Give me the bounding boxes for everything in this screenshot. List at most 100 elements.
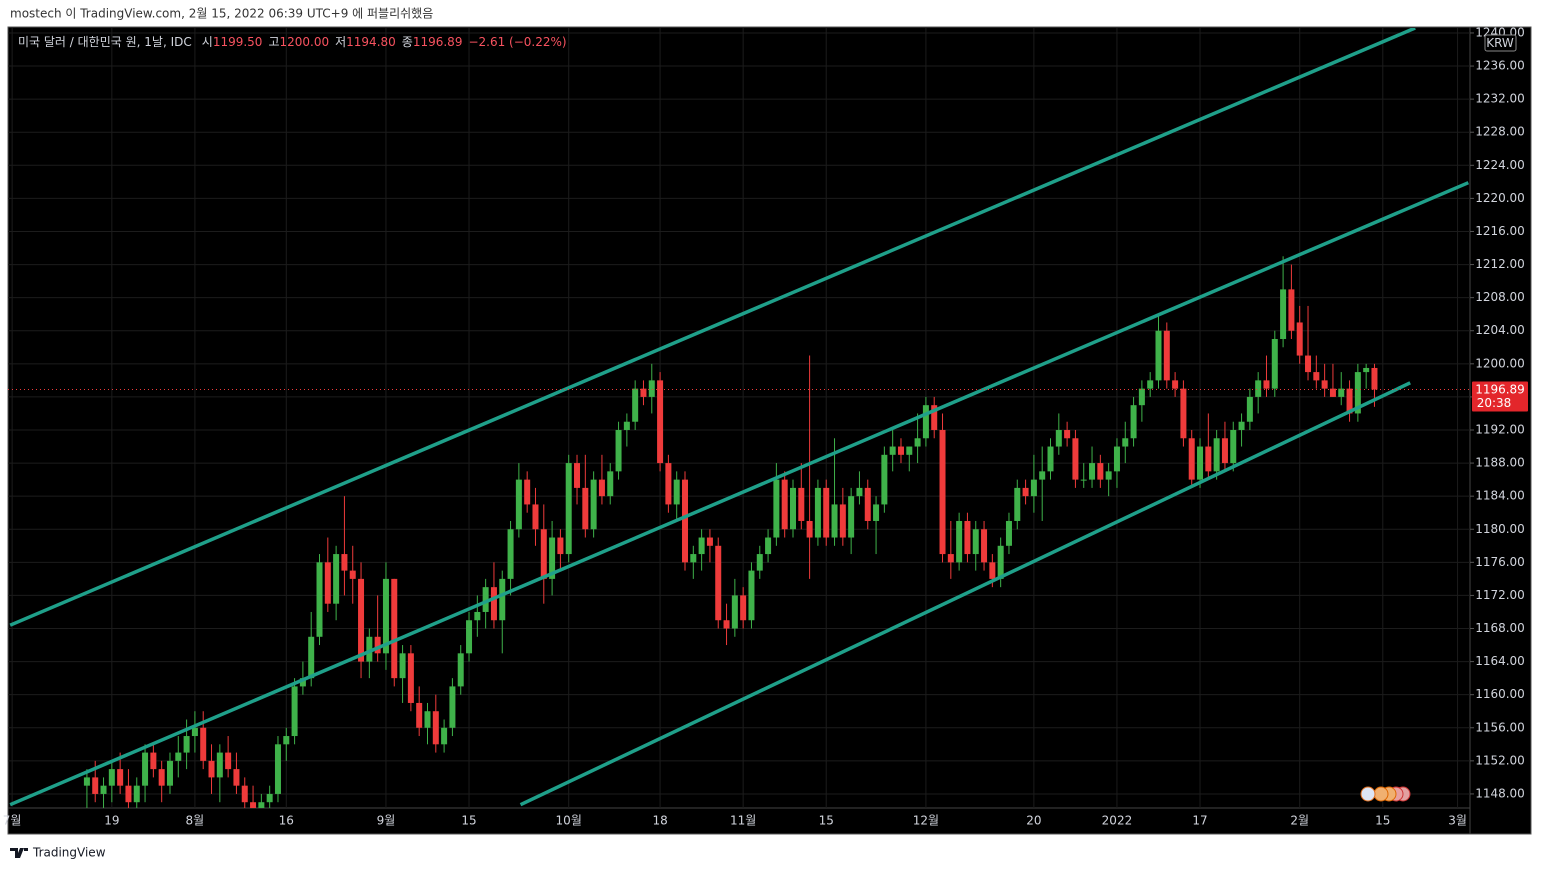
x-tick-label: 17 [1192,814,1207,828]
candle-body [690,554,697,563]
candle-body [1147,380,1154,389]
candle-body [200,727,207,761]
y-tick-label: 1176.00 [1475,555,1525,569]
brand: TradingView [32,846,106,860]
candle-body [1022,487,1029,497]
x-tick-label: 15 [1375,814,1390,828]
candle-body [1313,372,1320,381]
candle-body [1230,429,1237,464]
open-value: 1199.50 [213,35,263,49]
candle-body [549,537,556,579]
candle-body [407,653,414,703]
candle-body [366,636,373,662]
candle-body [108,769,115,786]
high-label: 고 [268,35,279,49]
candle-body [989,562,996,579]
candle-body [864,487,871,521]
x-tick-label: 18 [652,814,667,828]
candle-body [1005,520,1012,546]
candle-body [175,752,182,761]
legend: 미국 달러 / 대한민국 원, 1날, IDC 시1199.50 고1200.00 저… [18,35,567,49]
y-tick-label: 1232.00 [1475,92,1525,106]
candle-body [1213,438,1220,472]
candle-body [358,578,365,662]
y-tick-label: 1208.00 [1475,290,1525,304]
y-tick-label: 1216.00 [1475,224,1525,238]
candle-body [748,570,755,621]
candle-body [698,537,705,555]
candle-body [1280,289,1287,340]
close-value: 1196.89 [413,35,463,49]
candle-body [1097,463,1104,480]
candle-body [225,752,232,770]
candle-body [574,463,581,488]
x-tick-label: 2022 [1102,814,1133,828]
close-label: 종 [402,35,413,49]
candle-body [682,479,689,563]
x-tick-label: 16 [279,814,294,828]
candle-body [922,405,929,439]
candle-body [765,537,772,555]
candle-body [349,570,356,579]
axes: 1148.00 1152.00 1156.00 1160.00 1164.00 1168.… [3,25,1528,828]
candle-body [615,429,622,472]
grid [8,28,1470,808]
candle-body [333,554,340,604]
candle-body [906,446,913,455]
candle-body [623,421,630,430]
chart-background [7,26,1532,835]
candle-body [1346,388,1353,414]
candle-body [897,446,904,455]
candle-body [1130,405,1137,439]
candle-body [191,727,198,737]
y-tick-label: 1184.00 [1475,489,1525,503]
candle-body [972,529,979,555]
candle-body [731,595,738,629]
candle-body [1329,388,1336,397]
candle-body [117,769,124,786]
y-tick-label: 1168.00 [1475,621,1525,635]
candle-body [515,479,522,530]
candle-body [324,562,331,604]
y-tick-label: 1204.00 [1475,323,1525,337]
candle-body [1371,367,1378,390]
y-tick-label: 1148.00 [1475,786,1525,800]
candle-body [1089,463,1096,480]
candle-body [1105,471,1112,480]
candle-body [640,388,647,397]
candle-body [1155,330,1162,381]
candle-body [142,752,149,786]
candle-body [1263,380,1270,389]
change: −2.61 (−0.22%) [468,35,566,49]
candle-body [283,736,290,745]
candle-body [839,504,846,538]
candle-body [648,380,655,397]
x-tick-label: 9월 [377,814,396,828]
candle-body [582,487,589,530]
currency: KRW [1486,36,1514,50]
candle-body [873,504,880,521]
candle-body [997,545,1004,579]
x-tick-label: 12월 [913,814,939,828]
candle-body [1354,372,1361,414]
candle-body [781,479,788,530]
candle-body [1072,438,1079,480]
candle-body [914,438,921,447]
y-tick-label: 1160.00 [1475,687,1525,701]
x-tick-label: 15 [461,814,476,828]
candle-body [1039,471,1046,480]
y-tick-label: 1172.00 [1475,588,1525,602]
candle-body [424,711,431,728]
candle-body [158,769,165,786]
plot [8,28,1470,808]
y-tick-label: 1188.00 [1475,456,1525,470]
candle-body [798,487,805,521]
candle-body [881,454,888,505]
candle-body [241,785,248,803]
candle-body [1246,396,1253,422]
candle-body [441,727,448,745]
candle-body [1205,446,1212,472]
x-tick-label: 10월 [556,814,582,828]
